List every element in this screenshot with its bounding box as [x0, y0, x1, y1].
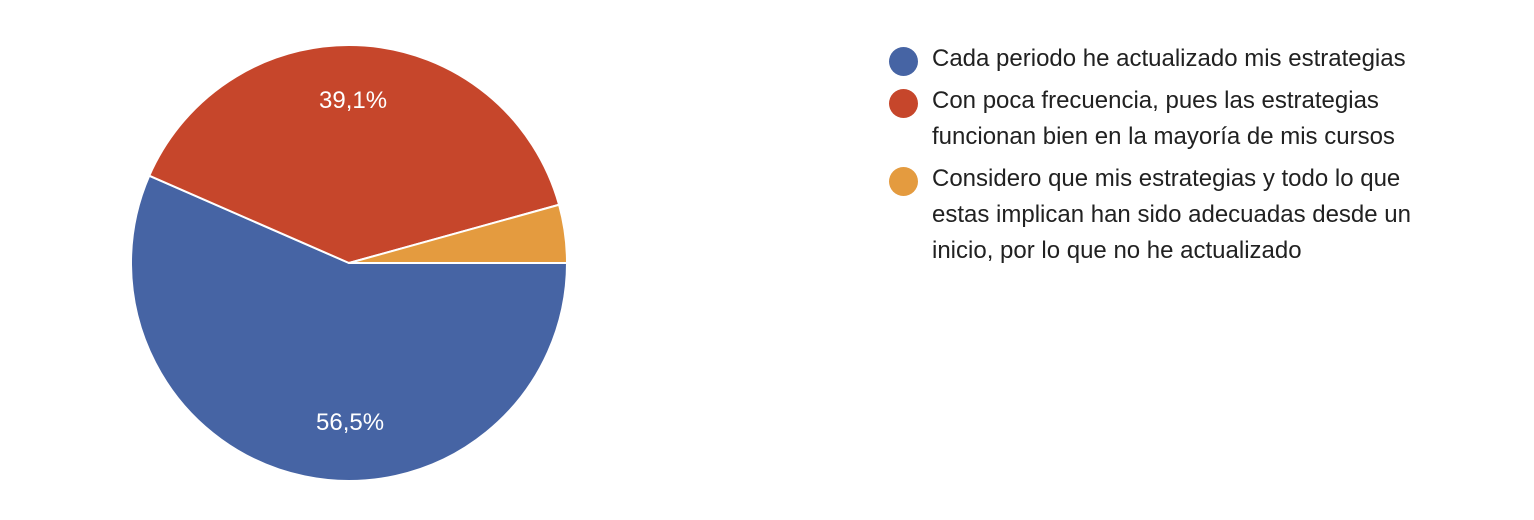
legend-dot-icon: [889, 47, 918, 76]
pie-slice-2[interactable]: [348, 203, 568, 264]
pie-slice-1[interactable]: [148, 44, 561, 264]
pie-slices: [130, 44, 568, 482]
legend-label: Cada periodo he actualizado mis estrateg…: [932, 45, 1406, 72]
legend-item-0[interactable]: Cada periodo he actualizado mis estrateg…: [889, 41, 1449, 77]
legend-label: Considero que mis estrategias y todo lo …: [932, 165, 1411, 264]
legend-item-1[interactable]: Con poca frecuencia, pues las estrategia…: [889, 83, 1449, 155]
legend-dot-icon: [889, 89, 918, 118]
slice-label-1: 39,1%: [319, 87, 387, 114]
legend-label: Con poca frecuencia, pues las estrategia…: [932, 87, 1395, 150]
slice-label-0: 56,5%: [316, 409, 384, 436]
legend: Cada periodo he actualizado mis estrateg…: [889, 41, 1449, 275]
legend-item-2[interactable]: Considero que mis estrategias y todo lo …: [889, 161, 1449, 269]
legend-dot-icon: [889, 167, 918, 196]
pie-slice-0[interactable]: [130, 174, 568, 482]
